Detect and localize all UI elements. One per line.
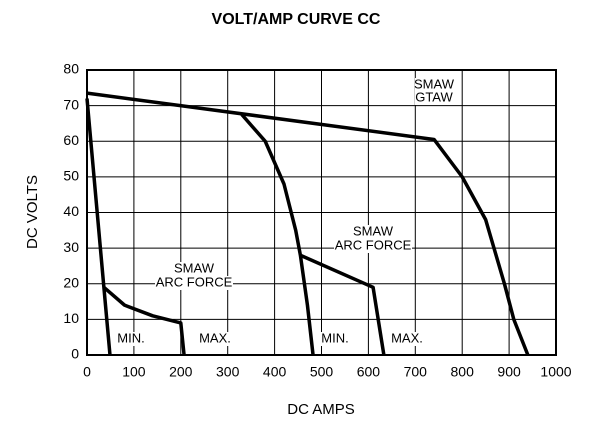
curve xyxy=(102,285,186,356)
annotation: SMAW xyxy=(174,260,215,275)
annotation-bg xyxy=(175,262,213,276)
x-tick-label: 1000 xyxy=(540,364,571,380)
annotation: MIN. xyxy=(117,330,144,345)
annotation: GTAW xyxy=(415,89,453,104)
annotation-bg xyxy=(196,332,234,346)
curve xyxy=(240,113,315,356)
annotation: ARC FORCE xyxy=(156,274,233,289)
x-axis-label: DC AMPS xyxy=(287,401,355,418)
curve xyxy=(299,253,386,356)
curve xyxy=(86,91,530,356)
x-tick-label: 400 xyxy=(263,364,287,380)
annotation-bg xyxy=(112,332,150,346)
x-tick-label: 100 xyxy=(122,364,146,380)
y-tick-label: 30 xyxy=(63,239,79,255)
x-tick-label: 0 xyxy=(83,364,91,380)
annotation: MAX. xyxy=(391,330,423,345)
x-tick-label: 900 xyxy=(497,364,521,380)
x-tick-label: 300 xyxy=(216,364,240,380)
y-tick-label: 70 xyxy=(63,96,79,112)
curve xyxy=(85,98,112,356)
y-tick-label: 20 xyxy=(63,274,79,290)
annotation-bg xyxy=(334,239,412,253)
annotation-bg xyxy=(415,91,453,105)
annotation-bg xyxy=(388,332,426,346)
annotation: SMAW xyxy=(414,76,455,91)
x-tick-label: 600 xyxy=(357,364,381,380)
y-tick-label: 60 xyxy=(63,132,79,148)
annotation-bg xyxy=(155,276,233,290)
y-tick-label: 40 xyxy=(63,203,79,219)
plot-frame xyxy=(86,69,557,356)
annotation: SMAW xyxy=(353,223,394,238)
chart-title: VOLT/AMP CURVE CC xyxy=(212,11,381,28)
x-tick-label: 800 xyxy=(451,364,475,380)
y-axis-label: DC VOLTS xyxy=(24,175,41,249)
x-tick-label: 500 xyxy=(310,364,334,380)
annotation: MIN. xyxy=(321,330,348,345)
annotation-bg xyxy=(415,78,453,92)
y-tick-label: 50 xyxy=(63,168,79,184)
annotation-bg xyxy=(354,225,392,239)
annotation: MAX. xyxy=(199,330,231,345)
y-tick-label: 0 xyxy=(71,346,79,362)
x-tick-label: 700 xyxy=(404,364,428,380)
y-tick-label: 80 xyxy=(63,61,79,77)
annotation: ARC FORCE xyxy=(335,237,412,252)
y-tick-label: 10 xyxy=(63,310,79,326)
x-tick-label: 200 xyxy=(169,364,193,380)
annotation-bg xyxy=(316,332,354,346)
